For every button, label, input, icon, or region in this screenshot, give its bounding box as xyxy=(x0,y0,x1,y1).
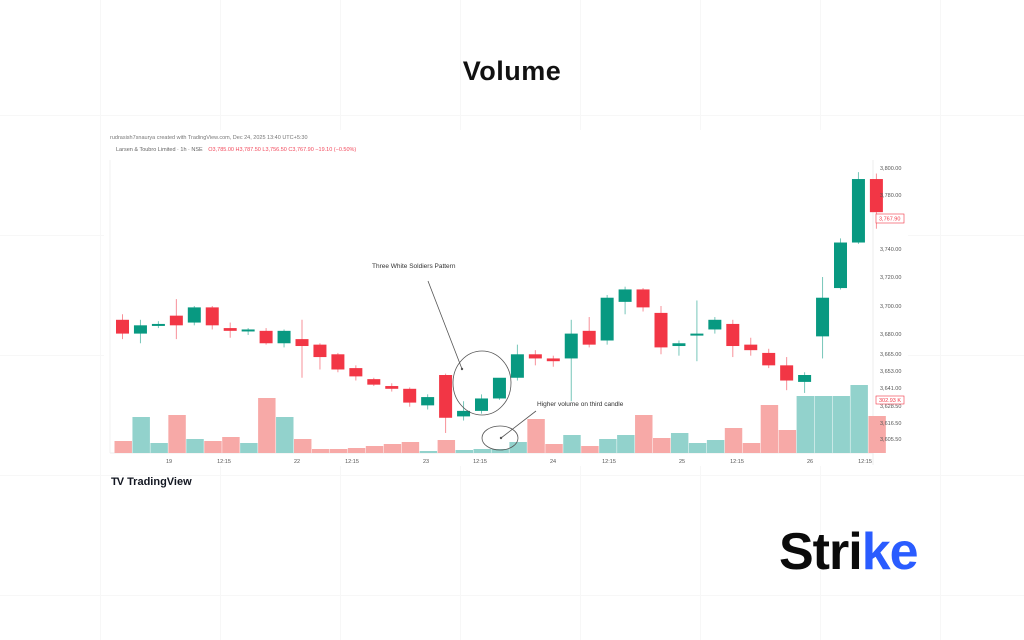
y-axis-label: 3,720.00 xyxy=(880,275,901,281)
y-axis-label: 3,780.00 xyxy=(880,193,901,199)
strike-logo-accent: ke xyxy=(861,523,919,581)
x-axis-label: 22 xyxy=(294,459,300,465)
candle xyxy=(150,321,168,453)
candle xyxy=(455,401,473,453)
candle xyxy=(401,387,420,453)
y-axis-label: 3,665.00 xyxy=(880,352,901,358)
svg-text:302.93 K: 302.93 K xyxy=(879,398,901,404)
x-axis-label: 12:15 xyxy=(217,459,231,465)
symbol-legend: Larsen & Toubro Limited · 1h · NSE O3,78… xyxy=(116,147,356,153)
candle xyxy=(581,317,599,453)
candle xyxy=(276,329,294,453)
strike-logo-prefix: Stri xyxy=(779,523,863,581)
symbol-name: Larsen & Toubro Limited · 1h · NSE xyxy=(116,147,203,153)
candle xyxy=(850,172,868,453)
y-axis-label: 3,740.00 xyxy=(880,247,901,253)
candle xyxy=(383,383,402,453)
y-axis-label: 3,700.00 xyxy=(880,304,901,310)
candle xyxy=(509,344,527,453)
candle xyxy=(742,337,761,453)
candle xyxy=(204,306,222,453)
candle xyxy=(778,357,797,453)
svg-text:Higher volume on third candle: Higher volume on third candle xyxy=(537,401,624,408)
x-axis-label: 19 xyxy=(166,459,172,465)
candle xyxy=(814,277,832,453)
candle xyxy=(706,317,725,453)
last-price-tag: 3,767.90 xyxy=(875,213,905,224)
svg-text:Three White Soldiers Pattern: Three White Soldiers Pattern xyxy=(372,263,456,270)
x-axis-label: 12:15 xyxy=(602,459,616,465)
candle xyxy=(653,306,671,453)
x-axis-label: 23 xyxy=(423,459,429,465)
x-axis-label: 12:15 xyxy=(730,459,744,465)
candle xyxy=(617,286,635,453)
strike-logo: Strike xyxy=(779,523,919,581)
candle xyxy=(599,294,617,453)
y-axis-label: 3,605.50 xyxy=(880,437,901,443)
volume-annotation: Higher volume on third candle xyxy=(481,401,624,451)
candle xyxy=(311,343,330,453)
y-axis-label: 3,641.00 xyxy=(880,386,901,392)
x-axis-label: 12:15 xyxy=(858,459,872,465)
x-axis-label: 24 xyxy=(550,459,556,465)
candle xyxy=(760,348,779,453)
candle xyxy=(222,322,240,453)
y-axis-label: 3,628.50 xyxy=(880,404,901,410)
y-axis-label: 3,653.00 xyxy=(880,369,901,375)
candle xyxy=(114,314,132,453)
candle xyxy=(168,299,186,453)
candle xyxy=(670,340,689,453)
candle xyxy=(258,328,276,453)
candle xyxy=(563,319,581,453)
candle xyxy=(545,355,563,453)
candle xyxy=(437,373,456,453)
candle xyxy=(240,328,258,453)
candle xyxy=(527,350,545,453)
y-axis-label: 3,680.00 xyxy=(880,332,901,338)
y-axis-label: 3,800.00 xyxy=(880,166,901,172)
candle xyxy=(832,238,850,453)
x-axis-label: 12:15 xyxy=(473,459,487,465)
page-title: Volume xyxy=(462,56,562,86)
candle xyxy=(419,394,438,453)
candle xyxy=(796,372,815,453)
candle xyxy=(635,288,653,453)
y-axis-label: 3,616.50 xyxy=(880,421,901,427)
candle xyxy=(132,319,150,453)
tradingview-wordmark: TradingView xyxy=(127,476,192,488)
x-axis-label: 26 xyxy=(807,459,813,465)
chart-meta-line: rudrasish7snaurya created with TradingVi… xyxy=(110,135,308,141)
candle xyxy=(473,394,491,453)
candle xyxy=(491,377,509,453)
tradingview-logo: TV TradingView xyxy=(111,476,192,488)
svg-text:3,767.90: 3,767.90 xyxy=(879,217,900,223)
candle xyxy=(347,365,366,453)
tradingview-mark-icon: TV xyxy=(111,476,124,488)
pattern-annotation: Three White Soldiers Pattern xyxy=(372,263,512,416)
x-axis-label: 12:15 xyxy=(345,459,359,465)
volume-tag: 302.93 K xyxy=(875,395,905,405)
candle xyxy=(688,300,707,453)
candle xyxy=(186,306,204,453)
candle xyxy=(724,319,743,453)
candle xyxy=(329,352,348,453)
candle xyxy=(365,377,384,453)
candle xyxy=(294,319,312,453)
x-axis-label: 25 xyxy=(679,459,685,465)
ohlc-values: O3,785.00 H3,787.50 L3,756.50 C3,767.90 … xyxy=(208,147,357,153)
candle xyxy=(868,173,886,453)
